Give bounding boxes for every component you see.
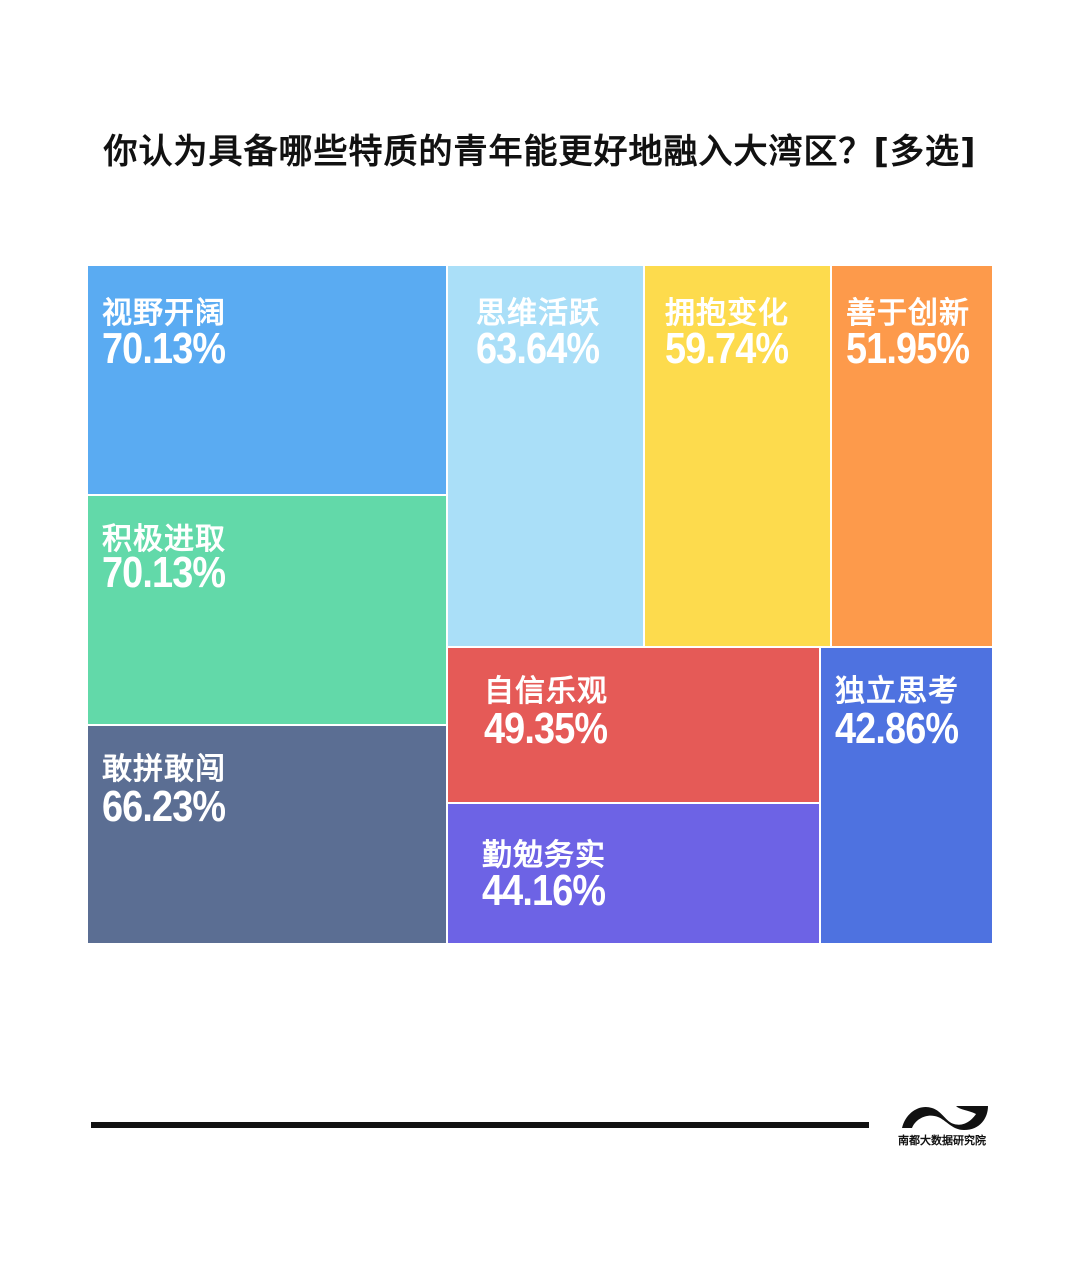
tile-label: 善于创新 [846, 296, 970, 331]
treemap-tile: 善于创新 51.95% [832, 266, 992, 646]
chart-title: 你认为具备哪些特质的青年能更好地融入大湾区？[多选] [103, 132, 977, 172]
tile-value-label: 59.74% [665, 324, 789, 373]
tile-value-label: 51.95% [846, 324, 970, 373]
treemap-tile: 自信乐观 49.35% [448, 648, 819, 802]
tile-value-label: 66.23% [102, 782, 226, 831]
tile-label: 思维活跃 [476, 296, 600, 331]
treemap-tile: 思维活跃 63.64% [448, 266, 643, 646]
tile-label: 拥抱变化 [665, 296, 789, 331]
treemap-tile: 敢拼敢闯 66.23% [88, 726, 446, 943]
tile-value-label: 49.35% [484, 704, 608, 753]
treemap-tile: 视野开阔 70.13% [88, 266, 446, 494]
tile-value-label: 42.86% [835, 704, 959, 753]
tile-value-label: 70.13% [102, 548, 226, 597]
treemap-tile: 积极进取 70.13% [88, 496, 446, 724]
tile-label: 自信乐观 [484, 674, 608, 709]
tile-label: 独立思考 [835, 674, 959, 709]
tile-label: 积极进取 [102, 522, 226, 557]
tile-value-label: 70.13% [102, 324, 226, 373]
tile-value-label: 63.64% [476, 324, 600, 373]
treemap-tile: 独立思考 42.86% [821, 648, 992, 943]
treemap-chart: 视野开阔 70.13% 积极进取 70.13% 敢拼敢闯 66.23% 思维活跃 63.64%… [88, 266, 992, 943]
tile-label: 敢拼敢闯 [102, 752, 226, 787]
treemap-tile: 勤勉务实 44.16% [448, 804, 819, 943]
tile-label: 视野开阔 [102, 296, 226, 331]
treemap-tile: 拥抱变化 59.74% [645, 266, 830, 646]
tile-value-label: 44.16% [482, 866, 606, 915]
brand-name: 南都大数据研究院 [898, 1134, 986, 1147]
brand-logo-icon [902, 1106, 988, 1130]
tile-label: 勤勉务实 [482, 838, 606, 873]
footer-divider [91, 1122, 869, 1128]
